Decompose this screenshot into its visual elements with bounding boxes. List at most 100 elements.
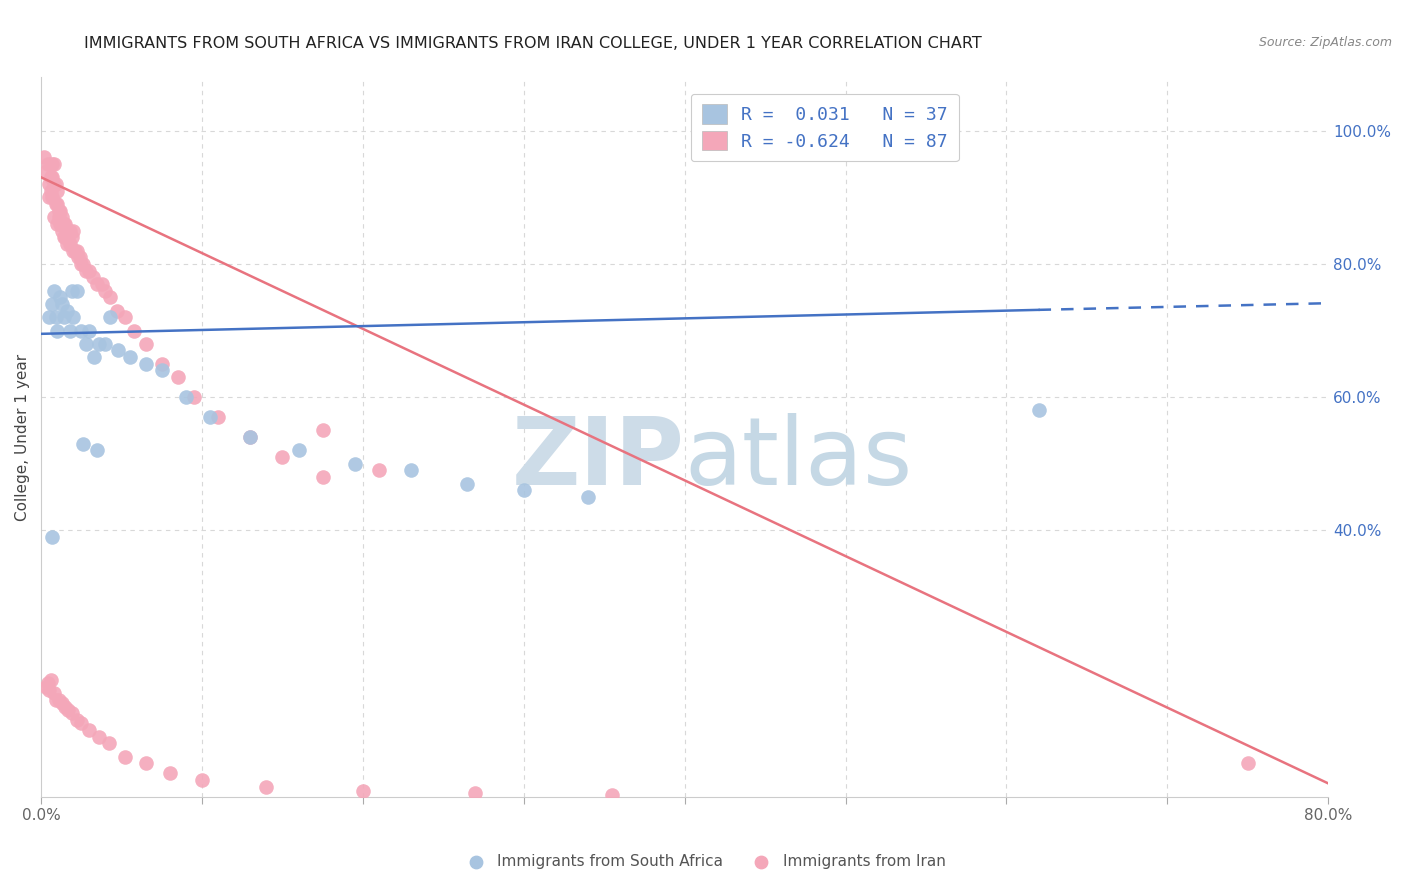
Point (62, 310, 84, 325)
Point (42, 177, 65, 191)
Text: IMMIGRANTS FROM SOUTH AFRICA VS IMMIGRANTS FROM IRAN COLLEGE, UNDER 1 YEAR CORRE: IMMIGRANTS FROM SOUTH AFRICA VS IMMIGRAN… (84, 36, 983, 51)
Point (58, 703, 80, 717)
Y-axis label: College, Under 1 year: College, Under 1 year (15, 353, 30, 521)
Point (69, 250, 91, 264)
Text: atlas: atlas (685, 413, 912, 505)
Point (63, 244, 86, 258)
Point (46, 184, 69, 198)
Point (91, 277, 114, 291)
Point (60, 284, 83, 298)
Point (49, 217, 72, 231)
Point (51, 697, 73, 711)
Point (62, 244, 84, 258)
Point (94, 336, 117, 351)
Point (51, 211, 73, 225)
Point (576, 490, 599, 504)
Legend: R =  0.031   N = 37, R = -0.624   N = 87: R = 0.031 N = 37, R = -0.624 N = 87 (690, 94, 959, 161)
Point (352, 784, 374, 798)
Point (135, 336, 157, 351)
Point (70, 716, 93, 731)
Text: Source: ZipAtlas.com: Source: ZipAtlas.com (1258, 36, 1392, 49)
Point (49, 290, 72, 304)
Point (72, 257, 94, 271)
Point (52, 230, 75, 244)
Point (42, 157, 65, 171)
Point (35, 163, 58, 178)
Point (41, 530, 63, 544)
Point (70, 324, 93, 338)
Point (1028, 403, 1050, 417)
Point (42, 211, 65, 225)
Point (51, 224, 73, 238)
Point (464, 786, 486, 800)
Point (150, 363, 173, 377)
Point (135, 756, 157, 771)
Point (239, 430, 262, 444)
Point (46, 217, 69, 231)
Point (58, 230, 80, 244)
Point (399, 463, 422, 477)
Legend: Immigrants from South Africa, Immigrants from Iran: Immigrants from South Africa, Immigrants… (454, 848, 952, 875)
Point (118, 350, 141, 364)
Point (39, 170, 62, 185)
Point (124, 324, 146, 338)
Point (45, 693, 67, 707)
Point (56, 224, 79, 238)
Point (343, 457, 366, 471)
Text: ZIP: ZIP (512, 413, 685, 505)
Point (1236, 756, 1258, 771)
Point (65, 244, 87, 258)
Point (46, 197, 69, 211)
Point (107, 343, 129, 358)
Point (287, 443, 309, 458)
Point (59, 236, 82, 251)
Point (48, 693, 70, 707)
Point (59, 324, 82, 338)
Point (56, 303, 79, 318)
Point (45, 310, 67, 325)
Point (46, 324, 69, 338)
Point (70, 257, 93, 271)
Point (48, 211, 70, 225)
Point (53, 699, 76, 714)
Point (51, 297, 73, 311)
Point (79, 723, 101, 737)
Point (52, 310, 75, 325)
Point (86, 277, 108, 291)
Point (35, 680, 58, 694)
Point (48, 203, 70, 218)
Point (311, 470, 333, 484)
Point (513, 483, 536, 498)
Point (183, 390, 205, 404)
Point (254, 780, 277, 794)
Point (79, 263, 101, 277)
Point (75, 263, 97, 277)
Point (67, 250, 90, 264)
Point (72, 436, 94, 450)
Point (60, 230, 83, 244)
Point (198, 410, 221, 425)
Point (86, 443, 108, 458)
Point (98, 310, 121, 325)
Point (38, 190, 60, 204)
Point (39, 184, 62, 198)
Point (159, 766, 181, 780)
Point (49, 203, 72, 218)
Point (87, 336, 110, 351)
Point (59, 224, 82, 238)
Point (39, 673, 62, 687)
Point (114, 749, 136, 764)
Point (62, 224, 84, 238)
Point (45, 177, 67, 191)
Point (98, 290, 121, 304)
Point (41, 190, 63, 204)
Point (42, 686, 65, 700)
Point (97, 736, 120, 750)
Point (174, 390, 197, 404)
Point (207, 410, 229, 425)
Point (191, 772, 214, 787)
Point (105, 303, 128, 318)
Point (41, 297, 63, 311)
Point (37, 157, 59, 171)
Point (41, 170, 63, 185)
